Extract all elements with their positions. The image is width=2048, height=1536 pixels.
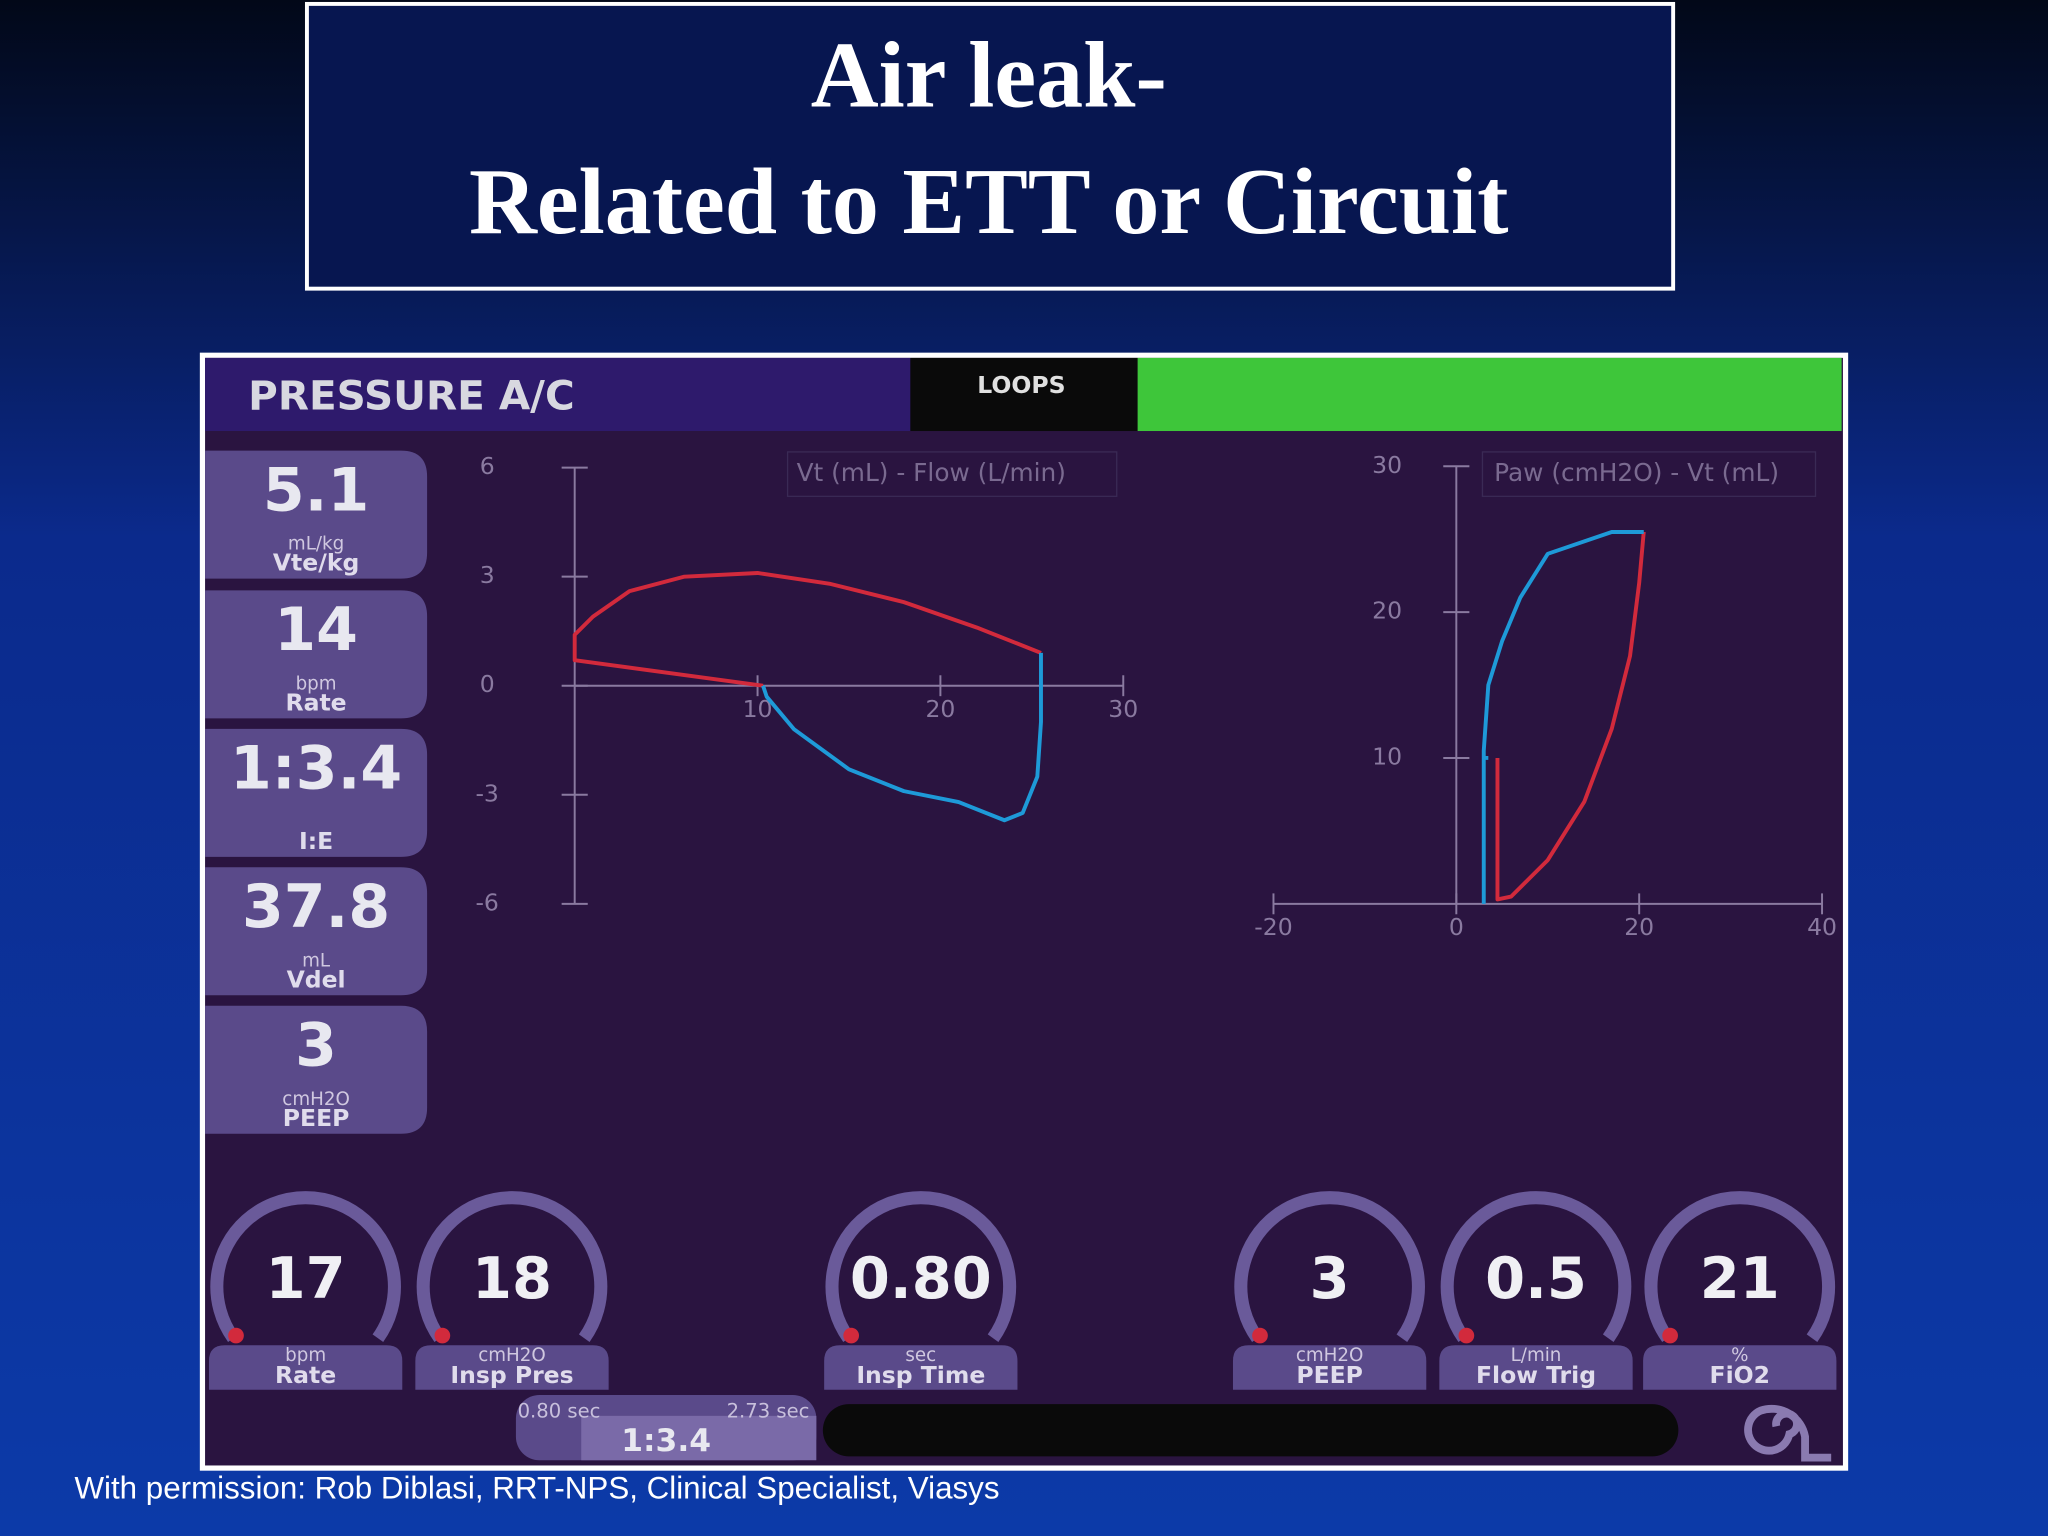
message-bar <box>822 1404 1679 1457</box>
screen <box>205 357 1843 1466</box>
control-label: Insp Time <box>856 1361 985 1389</box>
logo <box>1744 1404 1832 1462</box>
control-label: Insp Pres <box>450 1361 573 1389</box>
control-label: PEEP <box>1296 1361 1363 1389</box>
knob-indicator <box>843 1327 860 1344</box>
monitor-unit: mL/kg <box>288 534 344 555</box>
title-line: Related to ETT or Circuit <box>469 150 1509 254</box>
monitor-label: PEEP <box>283 1104 350 1132</box>
monitor-label: Vdel <box>287 965 346 993</box>
control-unit: sec <box>905 1345 936 1366</box>
knob-base <box>1439 1345 1633 1390</box>
monitor-panel <box>205 867 428 996</box>
title-box <box>304 1 1676 291</box>
x-tick-label: 20 <box>925 695 955 723</box>
y-tick-label: 3 <box>480 561 495 589</box>
x-tick-label: 30 <box>1108 695 1138 723</box>
control-value: 0.80 <box>850 1245 992 1312</box>
knob-indicator <box>1662 1327 1678 1344</box>
knob-base <box>1643 1345 1837 1390</box>
monitor-panel <box>205 590 428 719</box>
monitor-label: Vte/kg <box>273 549 359 577</box>
knob-base <box>208 1345 403 1390</box>
loop-curve <box>572 571 1042 688</box>
y-tick-label: -3 <box>475 779 498 807</box>
control-label: Flow Trig <box>1476 1361 1596 1389</box>
monitor-value: 1:3.4 <box>230 734 402 804</box>
status-bar <box>1137 357 1842 432</box>
monitor-label: Rate <box>286 689 347 717</box>
control-unit: bpm <box>285 1345 326 1366</box>
control-unit: cmH2O <box>1296 1345 1364 1366</box>
y-tick-label: -6 <box>475 888 498 916</box>
control-value: 18 <box>472 1245 552 1312</box>
control-unit: % <box>1731 1345 1748 1366</box>
monitor-unit: cmH2O <box>282 1089 350 1110</box>
knob-ring <box>210 1191 401 1342</box>
loop-curve <box>761 652 1043 823</box>
monitor-unit: bpm <box>296 673 337 694</box>
control-value: 0.5 <box>1485 1245 1587 1312</box>
credit: With permission: Rob Diblasi, RRT-NPS, C… <box>74 1471 999 1506</box>
control-value: 21 <box>1700 1245 1780 1312</box>
mode-bar <box>205 357 911 432</box>
knob-base <box>824 1345 1018 1390</box>
monitor-value: 5.1 <box>263 455 369 525</box>
knob-ring <box>1234 1191 1425 1342</box>
control-unit: L/min <box>1511 1345 1562 1366</box>
monitor-value: 14 <box>274 595 358 665</box>
x-tick-label: 20 <box>1624 913 1654 941</box>
x-tick-label: 0 <box>1449 913 1464 941</box>
loops-tab[interactable] <box>910 357 1138 432</box>
ie-ratio: 1:3.4 <box>621 1423 711 1459</box>
monitor-value: 37.8 <box>242 872 390 942</box>
tab-label: LOOPS <box>977 371 1065 399</box>
knob-ring <box>825 1191 1017 1342</box>
y-tick-label: 20 <box>1372 597 1402 625</box>
knob-indicator <box>228 1327 244 1344</box>
y-tick-label: 10 <box>1372 742 1402 770</box>
chart-title: Paw (cmH2O) - Vt (mL) <box>1494 458 1779 487</box>
ie-bar <box>581 1415 817 1461</box>
monitor-label: I:E <box>299 827 333 855</box>
control-value: 3 <box>1310 1245 1350 1312</box>
knob-indicator <box>434 1327 451 1344</box>
knob-indicator <box>1458 1327 1475 1344</box>
control-label: FiO2 <box>1710 1361 1770 1389</box>
y-tick-label: 6 <box>480 452 495 480</box>
x-tick-label: 40 <box>1807 913 1837 941</box>
loop-curve <box>1481 530 1644 904</box>
monitor-unit: mL <box>302 950 331 971</box>
monitor-panel <box>205 1005 428 1134</box>
chart-title-box <box>786 451 1118 497</box>
monitor-panel <box>205 728 428 857</box>
loop-curve <box>1495 531 1646 902</box>
chart-title: Vt (mL) - Flow (L/min) <box>797 458 1066 487</box>
monitor-value: 3 <box>295 1010 337 1080</box>
insp-time: 0.80 sec <box>518 1399 601 1422</box>
monitor-panel <box>205 450 428 579</box>
mode: PRESSURE A/C <box>248 371 575 419</box>
title-line: Air leak- <box>811 23 1167 127</box>
x-tick-label: -20 <box>1254 913 1292 941</box>
knob-ring <box>1644 1191 1836 1342</box>
chart-title-box <box>1481 451 1817 497</box>
y-tick-label: 0 <box>480 670 495 698</box>
control-unit: cmH2O <box>478 1345 546 1366</box>
knob-ring <box>416 1191 608 1342</box>
control-value: 17 <box>266 1245 346 1312</box>
knob-base <box>415 1345 609 1390</box>
exp-time: 2.73 sec <box>727 1399 810 1422</box>
knob-ring <box>1440 1191 1632 1342</box>
control-label: Rate <box>275 1361 336 1389</box>
knob-base <box>1232 1345 1427 1390</box>
knob-indicator <box>1252 1327 1268 1344</box>
y-tick-label: 30 <box>1372 451 1402 479</box>
